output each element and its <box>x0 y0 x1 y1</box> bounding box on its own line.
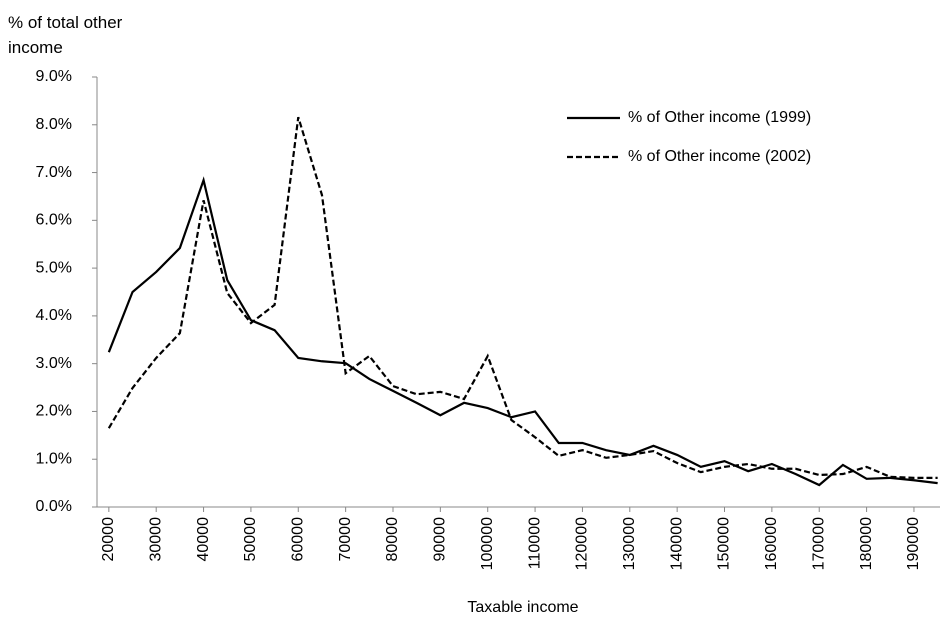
y-tick-label: 3.0% <box>36 355 72 372</box>
y-tick-label: 6.0% <box>36 212 72 229</box>
x-tick-label: 40000 <box>195 517 212 562</box>
x-tick-label: 50000 <box>242 517 259 562</box>
x-tick-label: 150000 <box>716 517 733 570</box>
x-tick-label: 80000 <box>384 517 401 562</box>
y-tick-label: 0.0% <box>36 498 72 515</box>
legend-label: % of Other income (2002) <box>628 148 811 165</box>
x-tick-label: 30000 <box>147 517 164 562</box>
y-tick-label: 7.0% <box>36 164 72 181</box>
series-line <box>107 176 938 487</box>
y-tick-label: 8.0% <box>36 116 72 133</box>
series-line <box>107 116 938 479</box>
y-axis-title: % of total other income <box>8 13 123 57</box>
x-tick-label: 120000 <box>574 517 591 570</box>
x-tick-label: 20000 <box>100 517 117 562</box>
x-tick-label: 60000 <box>289 517 306 562</box>
x-tick-label: 160000 <box>763 517 780 570</box>
legend-label: % of Other income (1999) <box>628 109 811 126</box>
y-tick-label: 9.0% <box>36 68 72 85</box>
x-tick-label: 190000 <box>905 517 922 570</box>
x-tick-label: 70000 <box>337 517 354 562</box>
x-tick-label: 180000 <box>858 517 875 570</box>
x-tick-label: 90000 <box>432 517 449 562</box>
x-tick-label: 100000 <box>479 517 496 570</box>
x-tick-label: 110000 <box>526 517 543 569</box>
x-axis-title: Taxable income <box>467 599 578 616</box>
x-tick-label: 170000 <box>810 517 827 570</box>
x-tick-label: 140000 <box>668 517 685 570</box>
y-tick-label: 5.0% <box>36 259 72 276</box>
y-tick-label: 4.0% <box>36 307 72 324</box>
y-tick-label: 1.0% <box>36 450 72 467</box>
y-tick-label: 2.0% <box>36 403 72 420</box>
x-tick-label: 130000 <box>621 517 638 570</box>
